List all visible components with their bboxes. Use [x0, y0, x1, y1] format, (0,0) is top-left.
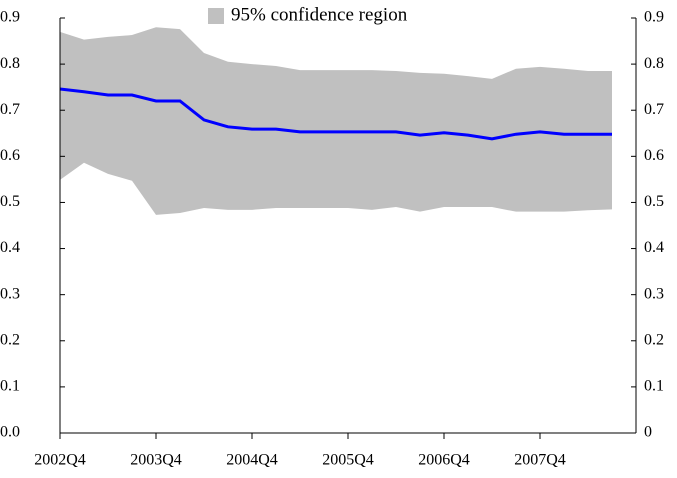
line	[59, 87, 612, 141]
legend-label: 95% confidence region	[231, 4, 408, 25]
y-tick-label: 0.8	[0, 55, 20, 72]
y-tick-label: 0.2	[0, 331, 20, 348]
y2-tick-label: 0.4	[644, 239, 664, 256]
y-tick-label: 0.7	[0, 101, 20, 118]
y2-tick-label: 0.6	[644, 147, 664, 164]
x-tick-label: 2006Q4	[418, 452, 470, 469]
y-tick-label: 0.1	[0, 378, 20, 395]
y2-tick-label: 0.2	[644, 331, 664, 348]
x-tick-label: 2005Q4	[322, 452, 374, 469]
y2-tick-label: 0.8	[644, 55, 664, 72]
y-tick-label: 0.0	[0, 424, 20, 441]
y2-tick-label: 0.1	[644, 378, 664, 395]
x-tick-label: 2002Q4	[34, 452, 86, 469]
y-tick-label: 0.6	[0, 147, 20, 164]
x-tick-label: 2003Q4	[130, 452, 182, 469]
y2-tick-label: 0.3	[644, 285, 664, 302]
y2-tick-label: 0.7	[644, 101, 664, 118]
y-tick-label: 0.3	[0, 285, 20, 302]
y2-tick-label: 0	[644, 424, 652, 441]
y-tick-label: 0.9	[0, 9, 20, 26]
legend-swatch	[208, 8, 224, 24]
confidence-band	[60, 27, 612, 215]
x-tick-label: 2004Q4	[226, 452, 278, 469]
y-tick-label: 0.4	[0, 239, 20, 256]
y2-tick-label: 0.9	[644, 9, 664, 26]
y2-tick-label: 0.5	[644, 193, 664, 210]
x-tick-label: 2007Q4	[514, 452, 566, 469]
y-tick-label: 0.5	[0, 193, 20, 210]
